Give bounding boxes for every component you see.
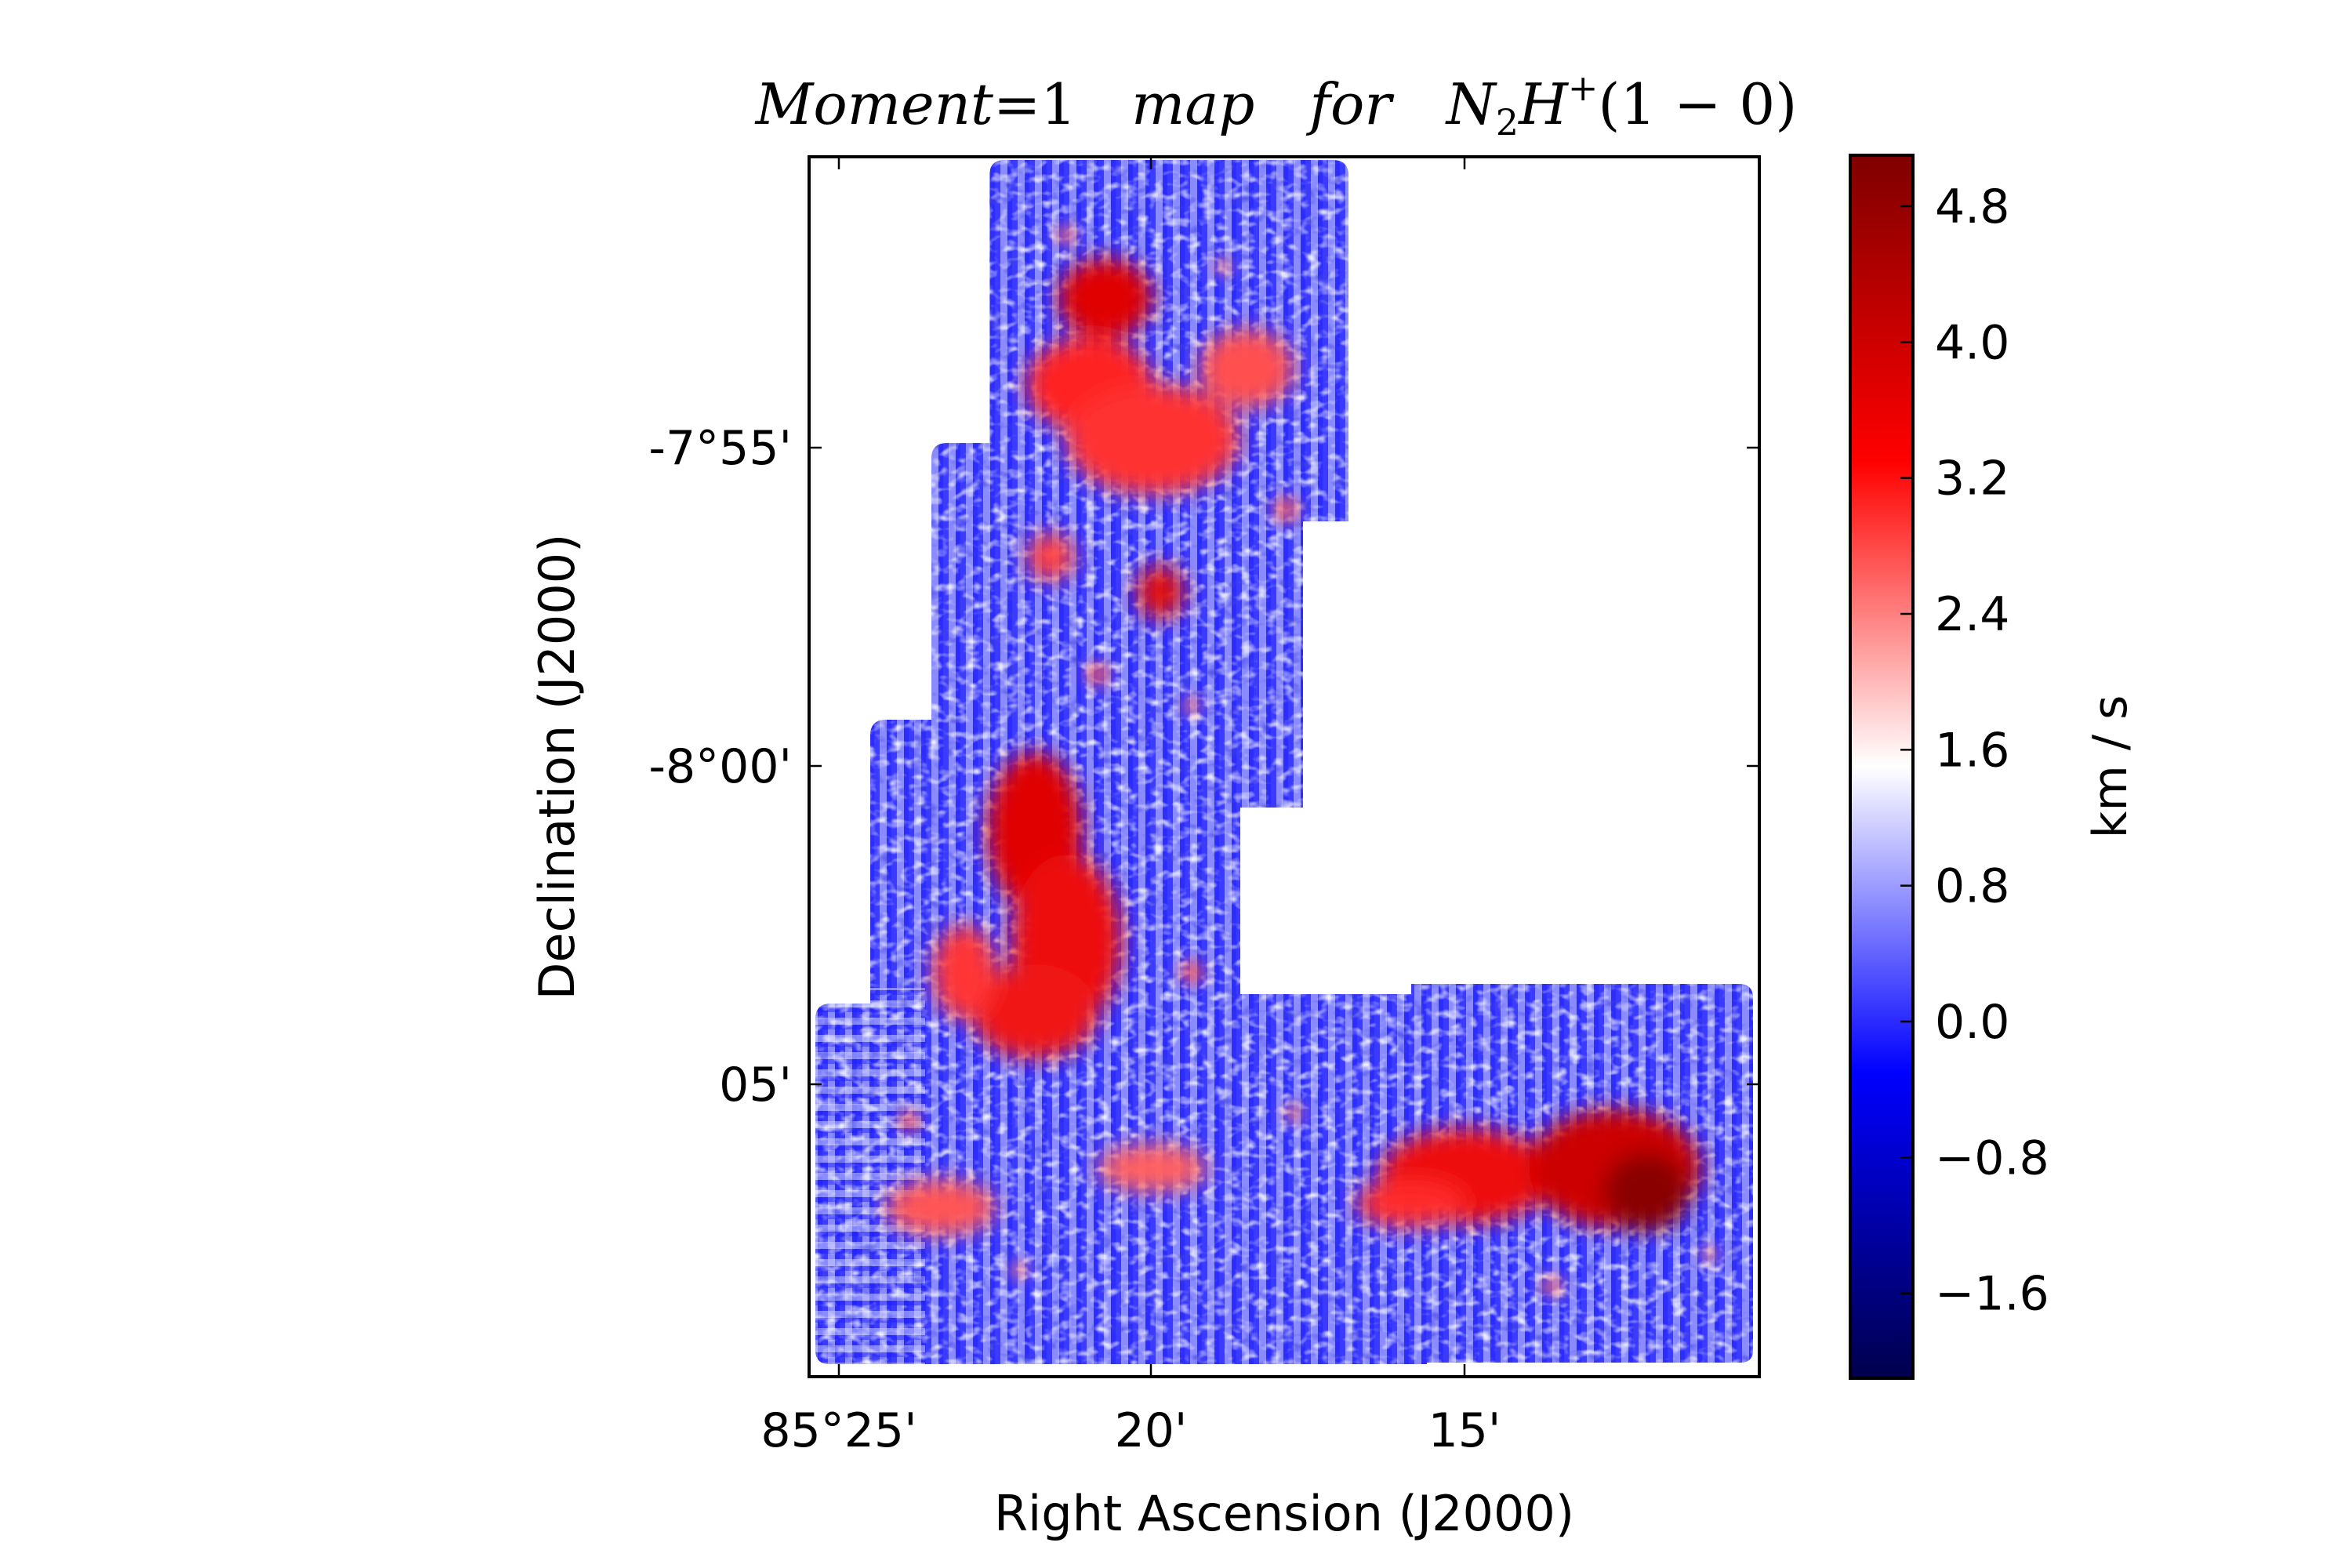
x-tick-label-85-25: 85°25' (760, 1403, 916, 1458)
x-axis-label: Right Ascension (J2000) (994, 1485, 1574, 1542)
colorbar-tick-label: 1.6 (1935, 723, 2009, 778)
title-moment-word: Moment (754, 71, 994, 137)
colorbar-fill (1850, 155, 1913, 1378)
speckle (1085, 662, 1110, 687)
chart-title: Moment=1 map for N2H+(1 − 0) (754, 67, 1798, 143)
northern-clump-c (1066, 384, 1239, 494)
colorbar-tick-label: 4.0 (1935, 315, 2009, 370)
speckle (1179, 960, 1204, 985)
red-structures (886, 259, 1701, 1235)
speckle (1055, 224, 1077, 246)
eastern-clump-tail (1356, 1180, 1466, 1227)
southwest-patch (886, 1180, 996, 1235)
speckle (1214, 257, 1232, 276)
northern-clump-d (1200, 329, 1294, 408)
x-tick-label-20: 20' (1115, 1403, 1188, 1458)
x-tick-label-15: 15' (1428, 1403, 1501, 1458)
y-axis-label: Declination (J2000) (528, 534, 586, 1000)
y-tick-label-7-55: -7°55' (648, 421, 792, 476)
colorbar-ticks: 4.8 4.0 3.2 2.4 1.6 0.8 0.0 −0.8 −1.6 (1900, 180, 2049, 1322)
title-moment-value: 1 (1040, 71, 1076, 137)
colorbar-tick-label: 2.4 (1935, 587, 2009, 642)
filament-west (933, 925, 996, 1019)
title-species-h: H (1517, 71, 1569, 137)
title-for-word: for (1305, 71, 1394, 137)
colorbar-tick-label: −1.6 (1935, 1267, 2049, 1322)
mid-clump-2 (1027, 533, 1074, 580)
mid-clump (1137, 565, 1184, 619)
northern-clump-a (1058, 259, 1152, 337)
colorbar-label: km / s (2083, 695, 2138, 839)
title-species-n: N (1445, 71, 1498, 137)
title-equals: = (993, 71, 1040, 137)
y-tick-label-8-00: -8°00' (648, 739, 792, 794)
title-transition: (1 − 0) (1598, 71, 1797, 137)
eastern-clump-peak (1603, 1152, 1690, 1231)
speckle (1010, 1261, 1029, 1279)
colorbar-tick-label: 0.8 (1935, 859, 2009, 914)
colorbar-tick-label: 4.8 (1935, 180, 2009, 234)
speckle (1283, 1103, 1304, 1123)
y-tick-label-05: 05' (719, 1058, 792, 1112)
title-species-n-subscript: 2 (1496, 101, 1519, 143)
velocity-map (815, 160, 1753, 1364)
speckle (1700, 1245, 1719, 1264)
title-species-h-superscript: + (1568, 67, 1599, 109)
colorbar: 4.8 4.0 3.2 2.4 1.6 0.8 0.0 −0.8 −1.6 km / s (1849, 154, 2138, 1380)
filament-bottom (972, 964, 1098, 1058)
speckle (1272, 495, 1300, 524)
colorbar-tick-label: 0.0 (1935, 995, 2009, 1050)
speckle (1541, 1275, 1563, 1297)
tick-marks (809, 157, 1759, 1377)
red-speckle (898, 224, 1719, 1297)
colorbar-tick-label: −0.8 (1935, 1131, 2049, 1185)
speckle (1182, 696, 1201, 715)
title-map-word: map (1131, 71, 1254, 137)
colorbar-frame (1849, 154, 1915, 1380)
speckle (898, 1110, 920, 1132)
south-patch (1098, 1145, 1207, 1192)
colorbar-tick-label: 3.2 (1935, 452, 2009, 506)
